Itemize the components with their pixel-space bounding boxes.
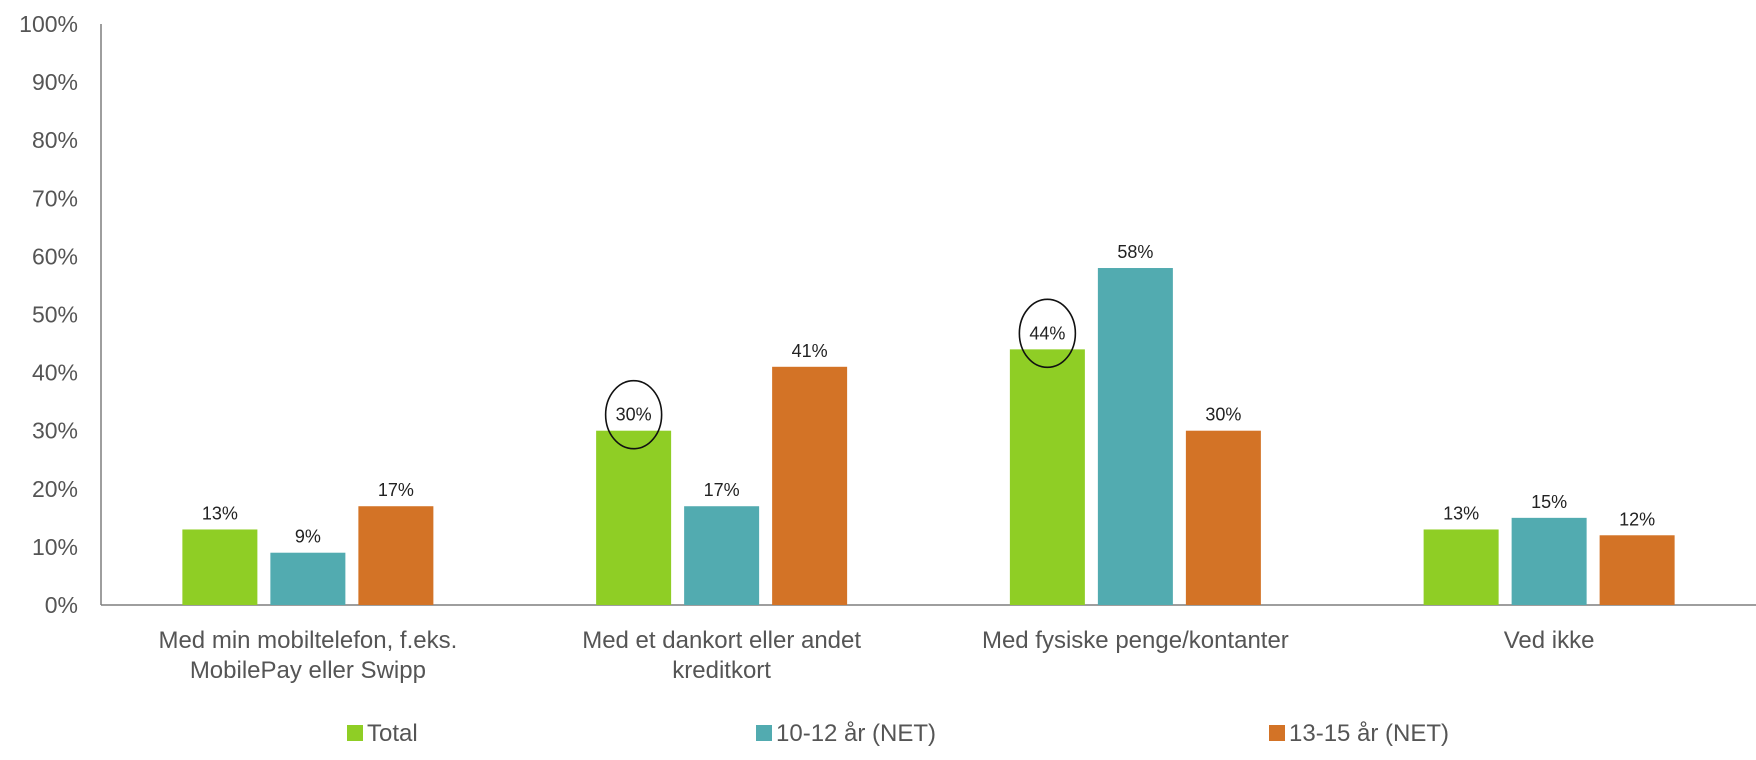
bar <box>1009 349 1085 605</box>
bar <box>1097 268 1173 605</box>
data-label: 17% <box>704 480 740 500</box>
data-label: 58% <box>1117 242 1153 262</box>
y-tick-label: 60% <box>32 243 78 269</box>
bar <box>1599 535 1675 605</box>
data-label: 44% <box>1029 323 1065 343</box>
y-tick-label: 50% <box>32 302 78 328</box>
y-tick-label: 80% <box>32 127 78 153</box>
data-label: 13% <box>1443 503 1479 523</box>
y-tick-label: 100% <box>19 11 78 37</box>
legend-label: 13-15 år (NET) <box>1289 720 1449 747</box>
category-label: Med et dankort eller andet <box>582 627 861 654</box>
bar <box>358 506 434 605</box>
bar <box>270 552 346 605</box>
data-label: 9% <box>295 527 321 547</box>
bar <box>1511 517 1587 605</box>
highlight-circle <box>604 379 663 450</box>
y-tick-label: 40% <box>32 360 78 386</box>
bar <box>1185 430 1261 605</box>
bar <box>772 366 848 605</box>
category-label: MobilePay eller Swipp <box>190 657 426 684</box>
legend-swatch <box>756 725 772 741</box>
category-label: Med min mobiltelefon, f.eks. <box>158 627 457 654</box>
data-label: 41% <box>792 341 828 361</box>
data-label: 17% <box>378 480 414 500</box>
data-label: 30% <box>616 405 652 425</box>
data-label: 13% <box>202 503 238 523</box>
bar <box>684 506 760 605</box>
bar <box>1423 529 1499 605</box>
y-tick-label: 10% <box>32 534 78 560</box>
legend-label: Total <box>367 720 418 747</box>
category-label: Med fysiske penge/kontanter <box>982 627 1289 654</box>
y-tick-label: 20% <box>32 476 78 502</box>
category-label: Ved ikke <box>1504 627 1595 654</box>
bar <box>596 430 672 605</box>
data-label: 12% <box>1619 509 1655 529</box>
category-label: kreditkort <box>672 657 771 684</box>
data-label: 30% <box>1205 405 1241 425</box>
data-label: 15% <box>1531 492 1567 512</box>
legend-swatch <box>1269 725 1285 741</box>
y-tick-label: 0% <box>45 592 78 618</box>
bar <box>182 529 258 605</box>
legend-label: 10-12 år (NET) <box>776 720 936 747</box>
legend-swatch <box>347 725 363 741</box>
highlight-circle <box>1018 298 1077 369</box>
y-tick-label: 70% <box>32 185 78 211</box>
y-tick-label: 30% <box>32 418 78 444</box>
y-tick-label: 90% <box>32 69 78 95</box>
